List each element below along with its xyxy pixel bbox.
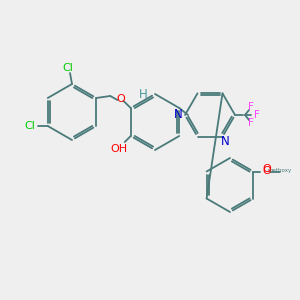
Text: F: F [254, 110, 260, 120]
Text: Cl: Cl [63, 63, 74, 73]
Text: methoxy: methoxy [267, 168, 292, 173]
Text: O: O [116, 94, 125, 104]
Text: N: N [221, 135, 230, 148]
Text: O: O [262, 164, 271, 175]
Text: OH: OH [110, 144, 127, 154]
Text: H: H [139, 88, 147, 101]
Text: F: F [248, 118, 254, 128]
Text: F: F [248, 102, 254, 112]
Text: Cl: Cl [24, 121, 35, 131]
Text: N: N [174, 109, 182, 122]
Text: O: O [262, 166, 271, 176]
